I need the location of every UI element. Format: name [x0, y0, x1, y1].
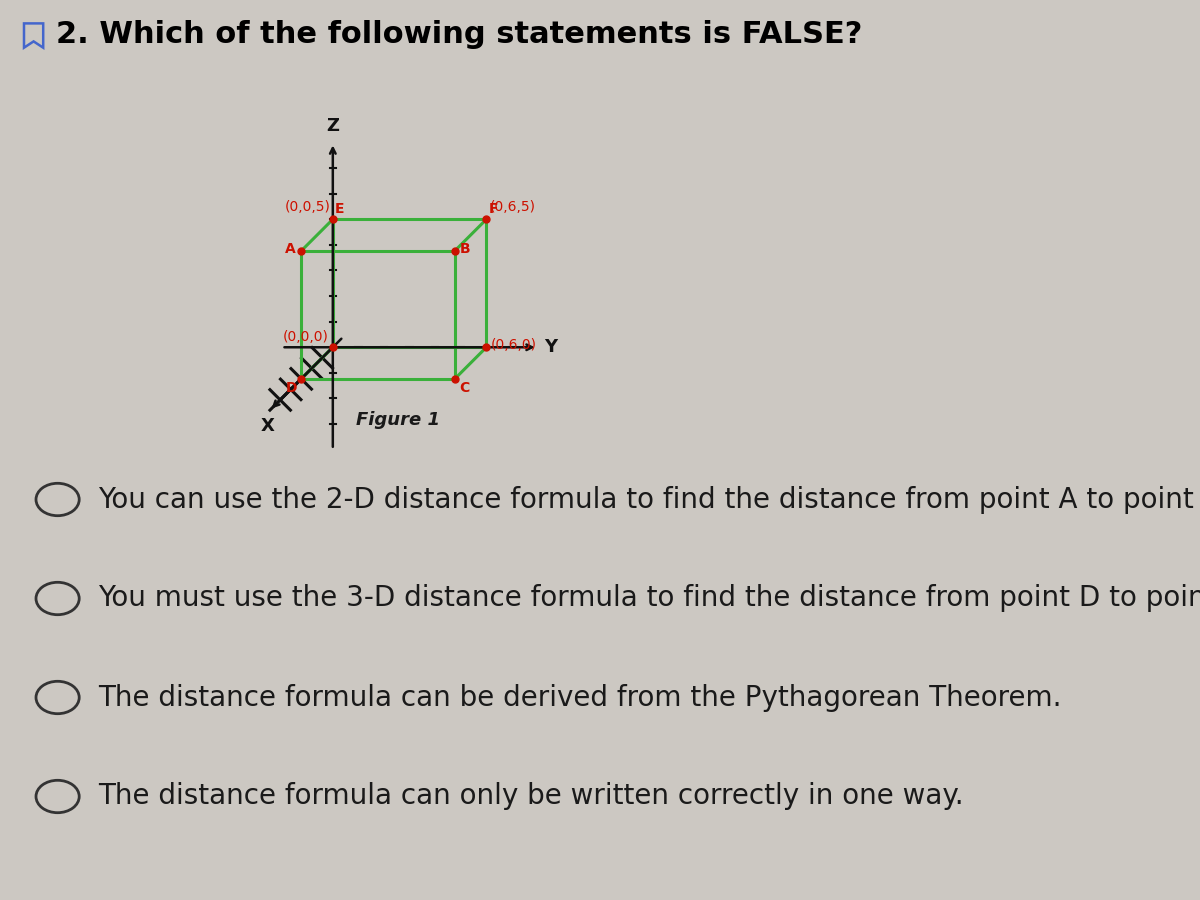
Text: X: X — [260, 418, 275, 436]
Text: F: F — [488, 202, 498, 216]
Text: The distance formula can be derived from the Pythagorean Theorem.: The distance formula can be derived from… — [98, 683, 1062, 712]
Text: 2. Which of the following statements is FALSE?: 2. Which of the following statements is … — [56, 20, 863, 49]
Text: E: E — [335, 202, 344, 216]
Text: C: C — [460, 382, 469, 395]
Text: (0,0,0): (0,0,0) — [282, 329, 328, 344]
Text: A: A — [284, 242, 295, 256]
Text: You must use the 3-D distance formula to find the distance from point D to point: You must use the 3-D distance formula to… — [98, 584, 1200, 613]
Text: (0,6,5): (0,6,5) — [490, 200, 536, 213]
Text: Figure 1: Figure 1 — [356, 411, 440, 429]
Text: (0,6,0): (0,6,0) — [491, 338, 538, 352]
Text: Z: Z — [326, 117, 340, 135]
Text: (0,0,5): (0,0,5) — [284, 200, 330, 213]
Text: You can use the 2-D distance formula to find the distance from point A to point : You can use the 2-D distance formula to … — [98, 485, 1200, 514]
Text: B: B — [460, 242, 470, 256]
Text: Y: Y — [544, 338, 557, 356]
Text: D: D — [286, 382, 298, 395]
Text: The distance formula can only be written correctly in one way.: The distance formula can only be written… — [98, 782, 964, 811]
